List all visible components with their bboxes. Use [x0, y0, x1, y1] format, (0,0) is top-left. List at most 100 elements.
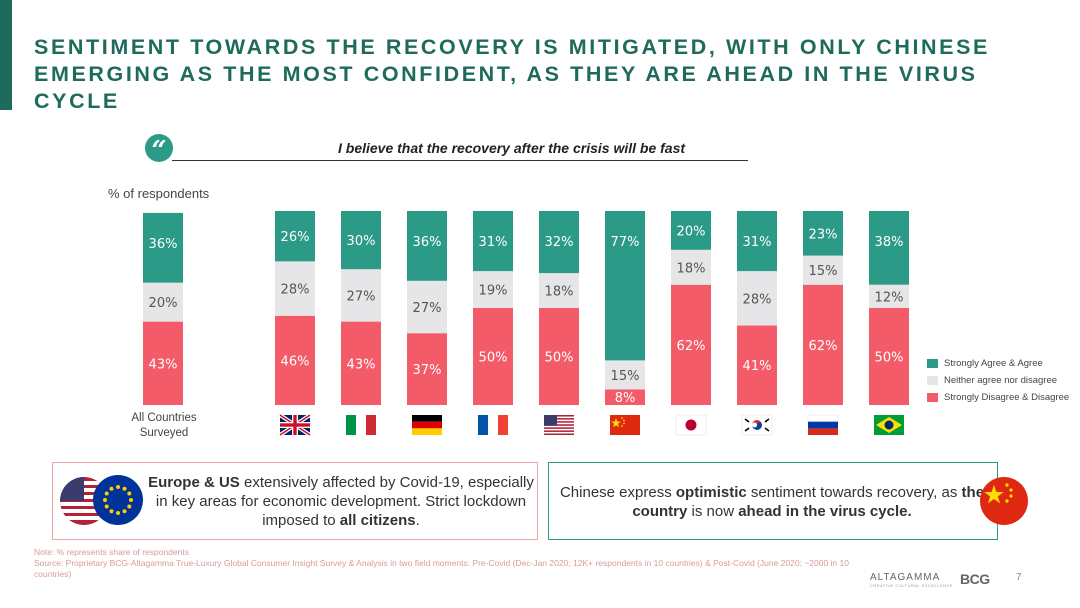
callout-bold-all-citizens: all citizens [339, 512, 416, 529]
source-text: Source: Proprietary BCG-Altagamma True-L… [34, 558, 849, 579]
bar-segment-neither-france [473, 271, 513, 308]
stacked-bar-chart: 43% 20% 36% 46% 28% 26% 43% 27% 30% 37% 27% 36% 50% 1… [143, 211, 909, 437]
y-axis-caption: % of respondents [108, 186, 210, 201]
bar-segment-neither-china [605, 360, 645, 390]
data-label-agree-germany: 36% [413, 235, 442, 250]
data-label-neither-china: 15% [611, 369, 640, 384]
bar-segment-disagree-france [473, 308, 513, 405]
note-text: Note: % represents share of respondents [34, 547, 189, 557]
china-callout: Chinese express optimistic sentiment tow… [548, 462, 998, 540]
europe-us-callout-text: Europe & US extensively affected by Covi… [145, 473, 537, 530]
legend-label-neither: Neither agree nor disagree [944, 375, 1058, 386]
bar-segment-disagree-usa [539, 308, 579, 405]
bar-segment-neither-germany [407, 280, 447, 334]
title-line-1: SENTIMENT TOWARDS THE RECOVERY IS MITIGA… [34, 35, 990, 59]
bar-segment-disagree-china [605, 389, 645, 405]
bar-segment-agree-south-korea [737, 211, 777, 272]
data-label-agree-uk: 26% [281, 230, 310, 245]
bar-segment-agree-brazil [869, 211, 909, 285]
callout-bold-the-country: the country [632, 484, 985, 520]
altagamma-wordmark: ALTAGAMMA [870, 572, 941, 583]
chart-legend: Strongly Agree & Agree Neither agree nor… [927, 355, 1069, 406]
legend-swatch-disagree [927, 393, 938, 402]
data-label-disagree-all-countries-surveyed: 43% [149, 357, 178, 372]
data-label-agree-china: 77% [611, 235, 640, 250]
data-label-agree-france: 31% [479, 235, 508, 250]
data-label-neither-italy: 27% [347, 289, 376, 304]
bar-segment-neither-usa [539, 273, 579, 308]
data-label-disagree-uk: 46% [281, 354, 310, 369]
bar-segment-neither-japan [671, 249, 711, 285]
bar-segment-neither-all-countries-surveyed [143, 282, 183, 322]
data-label-disagree-germany: 37% [413, 363, 442, 378]
bar-segment-agree-usa [539, 211, 579, 274]
data-label-neither-russia: 15% [809, 264, 838, 279]
data-label-disagree-japan: 62% [677, 339, 706, 354]
title-line-2: EMERGING AS THE MOST CONFIDENT, AS THEY … [34, 62, 978, 113]
south-korea-flag-icon [741, 414, 773, 436]
page-number: 7 [1016, 572, 1022, 583]
legend-label-agree: Strongly Agree & Agree [944, 358, 1043, 369]
data-label-agree-south-korea: 31% [743, 235, 772, 250]
data-label-agree-usa: 32% [545, 235, 574, 250]
bar-segment-agree-uk [275, 211, 315, 262]
bar-segment-neither-russia [803, 255, 843, 285]
bar-segment-agree-italy [341, 211, 381, 270]
usa-flag-icon [544, 415, 574, 435]
callout-text-part: extensively affected by Covid-19, especi… [155, 474, 534, 529]
data-label-agree-all-countries-surveyed: 36% [149, 237, 178, 252]
data-label-neither-south-korea: 28% [743, 292, 772, 307]
bar-segment-disagree-russia [803, 284, 843, 405]
bar-segment-neither-brazil [869, 284, 909, 308]
callout-text-part: Chinese express [559, 484, 676, 501]
france-flag-icon [478, 415, 508, 435]
question-underline [172, 160, 748, 161]
italy-flag-icon [346, 415, 376, 435]
data-label-disagree-france: 50% [479, 351, 508, 366]
uk-flag-icon [278, 413, 312, 437]
data-label-neither-brazil: 12% [875, 290, 904, 305]
accent-bar [0, 0, 12, 110]
data-label-disagree-italy: 43% [347, 357, 376, 372]
bar-segment-disagree-italy [341, 321, 381, 405]
bar-segment-disagree-all-countries-surveyed [143, 321, 183, 405]
data-label-disagree-china: 8% [615, 391, 636, 406]
bar-segment-agree-france [473, 211, 513, 272]
legend-swatch-agree [927, 359, 938, 368]
china-flag-icon [610, 415, 640, 435]
callout-text-part: sentiment towards recovery, as [746, 484, 962, 501]
callout-text-part: is now [687, 503, 739, 520]
bcg-logo: BCG [960, 571, 990, 587]
altagamma-tagline: CREATIVE CULTURAL EXCELLENCE [870, 583, 954, 588]
data-label-agree-russia: 23% [809, 227, 838, 242]
data-label-neither-france: 19% [479, 284, 508, 299]
quote-icon: “ [145, 134, 173, 166]
bar-segment-agree-all-countries-surveyed [143, 212, 183, 283]
legend-label-disagree: Strongly Disagree & Disagree [944, 392, 1070, 403]
data-label-neither-all-countries-surveyed: 20% [149, 296, 178, 311]
altagamma-logo: ALTAGAMMA CREATIVE CULTURAL EXCELLENCE [870, 572, 953, 588]
callout-bold-ahead: ahead in the virus cycle. [738, 503, 912, 520]
bar-segment-disagree-japan [671, 284, 711, 405]
data-label-neither-uk: 28% [281, 283, 310, 298]
bar-segment-agree-china [605, 211, 645, 361]
bar-segment-disagree-south-korea [737, 325, 777, 405]
callout-text-end: . [415, 512, 420, 529]
data-label-neither-japan: 18% [677, 261, 706, 276]
legend-item-agree: Strongly Agree & Agree [927, 355, 1069, 372]
data-label-disagree-russia: 62% [809, 339, 838, 354]
bar-segment-disagree-germany [407, 333, 447, 405]
data-label-neither-usa: 18% [545, 285, 574, 300]
bar-segment-neither-uk [275, 261, 315, 316]
legend-item-neither: Neither agree nor disagree [927, 372, 1069, 389]
bar-segment-agree-japan [671, 211, 711, 250]
japan-flag-icon [675, 414, 707, 436]
russia-flag-icon [807, 414, 839, 435]
bar-segment-disagree-uk [275, 315, 315, 405]
data-label-disagree-usa: 50% [545, 351, 574, 366]
legend-swatch-neither [927, 376, 938, 385]
bar-segment-agree-germany [407, 211, 447, 281]
bar-segment-agree-russia [803, 211, 843, 256]
europe-us-callout: Europe & US extensively affected by Covi… [52, 462, 538, 540]
bar-segment-neither-italy [341, 269, 381, 322]
